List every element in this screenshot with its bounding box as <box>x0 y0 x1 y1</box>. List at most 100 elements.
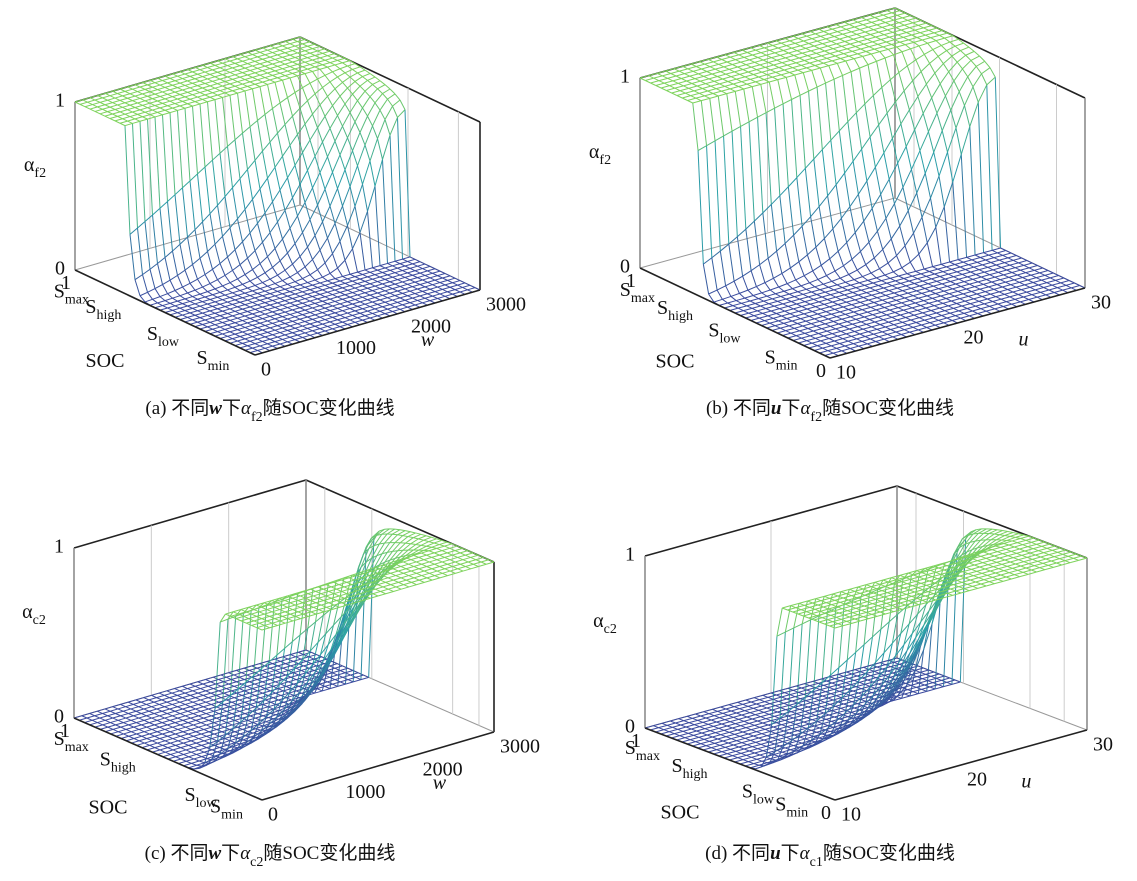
surface-line <box>269 274 278 280</box>
surface-line <box>237 317 243 322</box>
surface-line <box>224 315 233 319</box>
surface-line <box>222 74 228 78</box>
surface-line <box>287 295 293 299</box>
surface-line <box>810 216 817 248</box>
surface-line <box>124 122 133 127</box>
surface-line <box>327 237 333 254</box>
surface-line <box>127 97 133 102</box>
surface-line <box>132 97 141 102</box>
surface-line <box>863 43 870 48</box>
surface-line <box>705 83 712 87</box>
surface-line <box>946 317 953 321</box>
surface-line <box>825 78 835 84</box>
surface-line <box>192 103 201 107</box>
surface-line <box>179 69 188 73</box>
surface-line <box>292 295 301 299</box>
surface-line <box>297 334 303 338</box>
surface-line <box>427 279 436 283</box>
surface-line <box>339 314 346 319</box>
surface-line <box>686 78 696 82</box>
surface-line <box>402 270 408 274</box>
surface-line <box>859 331 869 335</box>
surface-line <box>309 321 318 325</box>
surface-line <box>814 286 821 291</box>
surface-line <box>856 31 866 35</box>
surface-line <box>357 271 363 275</box>
surface-line <box>845 279 855 283</box>
surface-line <box>894 290 903 294</box>
surface-line <box>189 173 198 182</box>
surface-line <box>969 313 978 317</box>
surface-line <box>756 286 763 294</box>
surface-line <box>722 78 729 82</box>
surface-line <box>918 254 925 270</box>
surface-line <box>382 272 388 276</box>
surface-line <box>676 95 683 99</box>
surface-line <box>379 308 388 312</box>
surface-line <box>957 259 964 263</box>
surface-line <box>257 272 266 278</box>
surface-line <box>878 282 887 286</box>
soc-tick-label: 0 <box>816 360 826 382</box>
surface-line <box>92 101 101 106</box>
surface-line <box>232 303 238 308</box>
surface-line <box>803 342 813 346</box>
surface-line <box>786 279 796 285</box>
surface-line <box>229 331 236 335</box>
surface-line <box>439 270 446 274</box>
surface-line <box>347 298 356 303</box>
surface-line <box>772 278 780 288</box>
surface-line <box>444 282 453 286</box>
surface-line <box>342 82 348 89</box>
surface-line <box>409 288 418 292</box>
surface-line <box>421 563 427 567</box>
surface-line <box>689 73 699 77</box>
surface-line <box>916 37 923 41</box>
surface-line <box>454 277 461 282</box>
surface-line <box>830 140 837 185</box>
surface-line <box>297 73 306 77</box>
surface-line <box>747 52 753 56</box>
surface-line <box>989 67 996 78</box>
surface-line <box>264 288 273 292</box>
surface-line <box>272 300 278 304</box>
surface-line <box>658 80 665 84</box>
surface-line <box>1008 274 1018 278</box>
surface-line <box>279 47 288 51</box>
surface-line <box>856 304 866 308</box>
surface-line <box>862 24 869 28</box>
surface-line <box>294 327 301 332</box>
surface-line <box>919 150 926 174</box>
surface-line <box>219 153 226 197</box>
surface-line <box>239 178 246 210</box>
surface-line <box>239 264 246 275</box>
surface-line <box>839 340 849 344</box>
surface-line <box>298 651 304 656</box>
surface-line <box>292 320 298 325</box>
surface-line <box>894 7 901 11</box>
surface-line <box>199 251 208 259</box>
surface-line <box>246 674 253 678</box>
surface-line <box>97 92 106 96</box>
surface-line <box>776 59 783 64</box>
surface-line <box>149 91 156 95</box>
surface-line <box>758 74 768 78</box>
surface-line <box>874 14 884 18</box>
surface-line <box>174 103 181 107</box>
surface-line <box>927 131 935 153</box>
surface-line <box>234 322 241 326</box>
surface-line <box>693 88 703 92</box>
surface-line <box>149 77 158 81</box>
surface-line <box>858 343 868 347</box>
surface-line <box>924 151 935 174</box>
surface-line <box>946 264 955 268</box>
surface-line <box>439 554 445 558</box>
surface-line <box>850 67 860 73</box>
surface-line <box>252 76 258 81</box>
surface-line <box>922 37 931 41</box>
surface-line <box>202 283 211 288</box>
surface-line <box>292 263 298 273</box>
surface-line <box>764 317 774 322</box>
surface-line <box>207 288 216 293</box>
surface-line <box>803 38 813 42</box>
